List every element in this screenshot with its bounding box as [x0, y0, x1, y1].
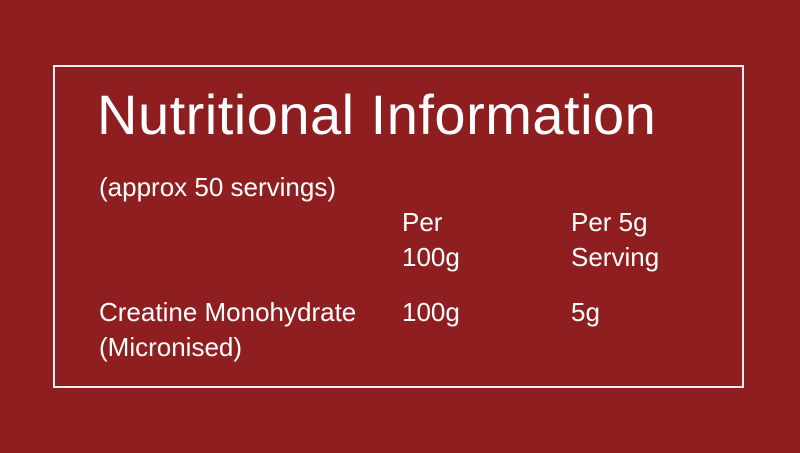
ingredient-name: Creatine Monohydrate (Micronised) [99, 295, 356, 365]
ingredient-name-line: (Micronised) [99, 332, 243, 362]
column-header-line: 100g [402, 242, 460, 272]
value-per-serving: 5g [571, 297, 600, 327]
column-header-per-100g: Per 100g [402, 205, 460, 275]
ingredient-name-line: Creatine Monohydrate [99, 297, 357, 327]
column-header-line: Per 5g [571, 207, 648, 237]
column-header-line: Serving [571, 242, 660, 272]
page-title: Nutritional Information [97, 83, 657, 146]
column-header-per-serving: Per 5g Serving [571, 205, 659, 275]
value-per-100g: 100g [402, 297, 460, 327]
servings-note: (approx 50 servings) [99, 172, 336, 202]
info-panel-border [53, 65, 744, 388]
column-header-line: Per [402, 207, 443, 237]
